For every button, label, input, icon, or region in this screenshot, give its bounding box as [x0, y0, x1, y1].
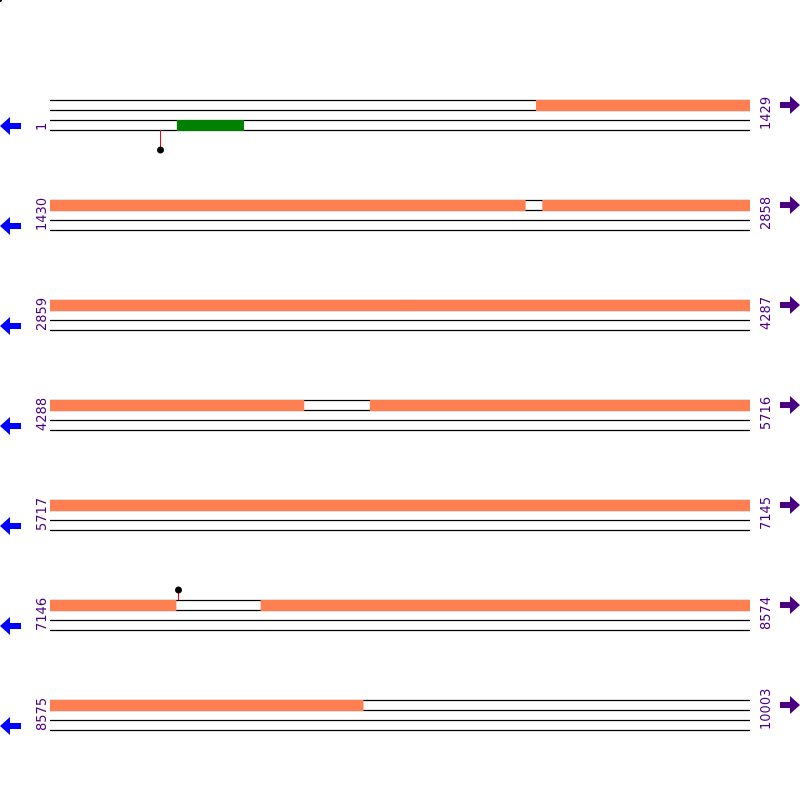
row-end-label: 4287 — [759, 297, 774, 330]
forward-arrow-icon[interactable] — [780, 496, 800, 514]
forward-arrow-icon[interactable] — [780, 696, 800, 714]
row-start-label: 8575 — [35, 698, 50, 731]
aligned-region — [410, 300, 750, 311]
row-start-label: 2859 — [35, 298, 50, 331]
aligned-region — [50, 600, 177, 611]
row-end-label: 7145 — [759, 497, 774, 530]
aligned-region — [369, 400, 750, 411]
forward-arrow-icon[interactable] — [780, 396, 800, 414]
marker-head — [175, 586, 182, 594]
reverse-arrow-icon[interactable] — [0, 417, 21, 435]
forward-arrow-icon[interactable] — [780, 296, 800, 314]
reverse-arrow-icon[interactable] — [0, 217, 21, 235]
aligned-region — [535, 100, 750, 111]
row-start-label: 4288 — [35, 398, 50, 431]
row-end-label: 10003 — [759, 689, 774, 730]
row-end-label: 2858 — [759, 197, 774, 230]
aligned-region — [50, 700, 364, 711]
aligned-region — [260, 600, 750, 611]
aligned-region — [50, 300, 411, 311]
row-end-label: 5716 — [759, 397, 774, 430]
reverse-arrow-icon[interactable] — [0, 317, 21, 335]
aligned-region — [50, 200, 526, 211]
aligned-region — [50, 400, 305, 411]
corner-dot — [0, 0, 2, 2]
forward-arrow-icon[interactable] — [780, 96, 800, 114]
forward-arrow-icon[interactable] — [780, 596, 800, 614]
feature-block — [176, 120, 244, 131]
aligned-region — [542, 200, 750, 211]
reverse-arrow-icon[interactable] — [0, 717, 21, 735]
row-start-label: 1 — [35, 123, 50, 131]
marker-head — [157, 146, 164, 154]
row-start-label: 7146 — [35, 598, 50, 631]
row-end-label: 8574 — [759, 597, 774, 630]
reverse-arrow-icon[interactable] — [0, 117, 21, 135]
aligned-region — [50, 500, 750, 511]
row-start-label: 1430 — [35, 198, 50, 231]
reverse-arrow-icon[interactable] — [0, 517, 21, 535]
row-start-label: 5717 — [35, 498, 50, 531]
row-end-label: 1429 — [759, 97, 774, 130]
reverse-arrow-icon[interactable] — [0, 617, 21, 635]
forward-arrow-icon[interactable] — [780, 196, 800, 214]
